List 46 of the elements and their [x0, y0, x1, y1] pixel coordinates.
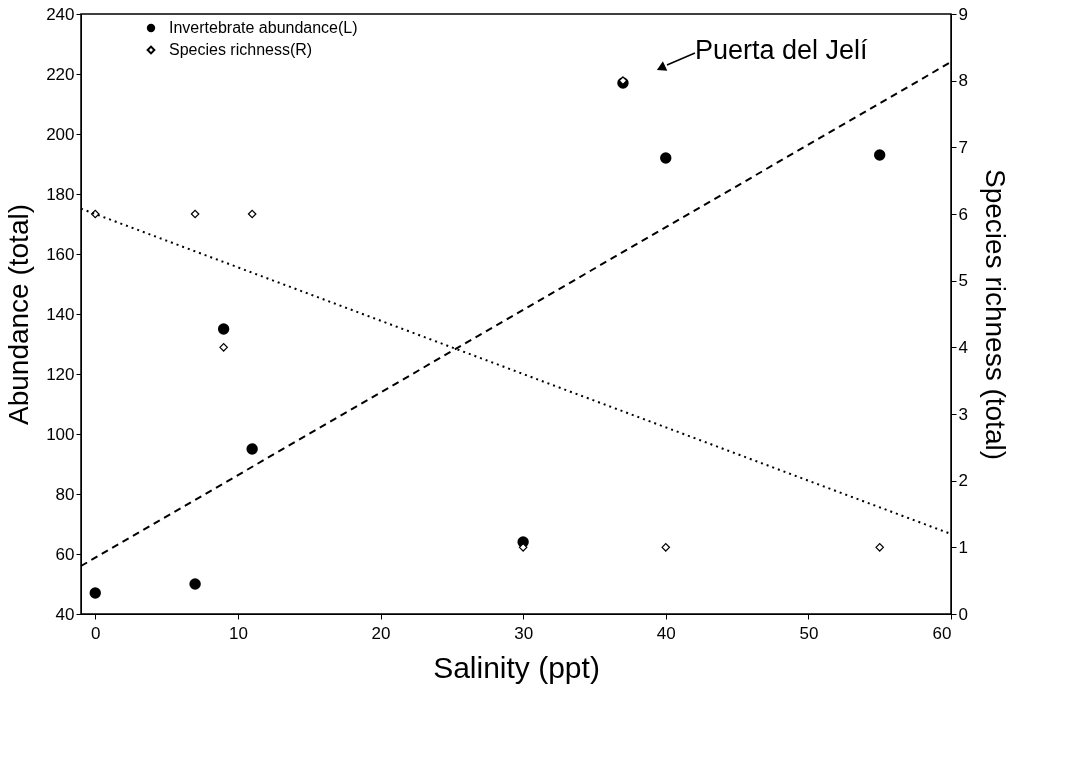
y-tick-label: 160	[46, 244, 75, 264]
x-axis-title: Salinity (ppt)	[433, 650, 600, 684]
y2-tick-label: 7	[958, 137, 968, 157]
point	[217, 323, 230, 335]
y-tick-label: 180	[46, 184, 75, 204]
y-tick-label: 140	[46, 304, 75, 324]
point	[190, 209, 200, 219]
point	[661, 543, 671, 552]
y-tick-label: 220	[46, 64, 75, 84]
y2-tick-label: 9	[958, 4, 968, 24]
annotation: Puerta del Jelí	[694, 35, 869, 65]
point	[219, 343, 228, 352]
y2-tick-label: 2	[958, 471, 968, 491]
legend-label: Species richness(R)	[169, 41, 313, 58]
y2-tick-label: 3	[958, 404, 968, 424]
x-tick-label: 0	[91, 623, 101, 643]
y2-tick-label: 1	[958, 537, 968, 557]
x-tick-label: 50	[799, 623, 819, 643]
point	[875, 543, 884, 552]
y2-tick-label: 8	[958, 71, 968, 91]
x-tick-label: 30	[514, 623, 534, 643]
y-tick-label: 60	[55, 544, 75, 564]
point	[247, 209, 257, 219]
point	[89, 587, 101, 599]
y2-tick-label: 5	[958, 271, 968, 291]
x-tick-label: 20	[371, 623, 391, 643]
y-tick-label: 200	[46, 124, 75, 144]
y-tick-label: 100	[46, 424, 75, 444]
y2-tick-label: 6	[958, 204, 968, 224]
point	[518, 543, 528, 552]
y2-tick-label: 4	[958, 337, 968, 357]
point	[660, 152, 672, 164]
point	[873, 149, 886, 161]
x-tick-label: 60	[932, 623, 952, 643]
x-tick-label: 10	[228, 623, 248, 643]
y-tick-label: 40	[55, 604, 75, 624]
y2-tick-label: 0	[958, 604, 968, 624]
point	[189, 578, 201, 590]
point	[246, 443, 258, 455]
y-tick-label: 240	[46, 4, 75, 24]
legend-label: Invertebrate abundance(L)	[169, 19, 358, 36]
x-tick-label: 40	[656, 623, 676, 643]
y2-axis-title: Species richness (total)	[979, 168, 1011, 461]
y-tick-label: 80	[55, 484, 75, 504]
y-axis-title: Abundance (total)	[3, 203, 35, 426]
y-tick-label: 120	[46, 364, 75, 384]
